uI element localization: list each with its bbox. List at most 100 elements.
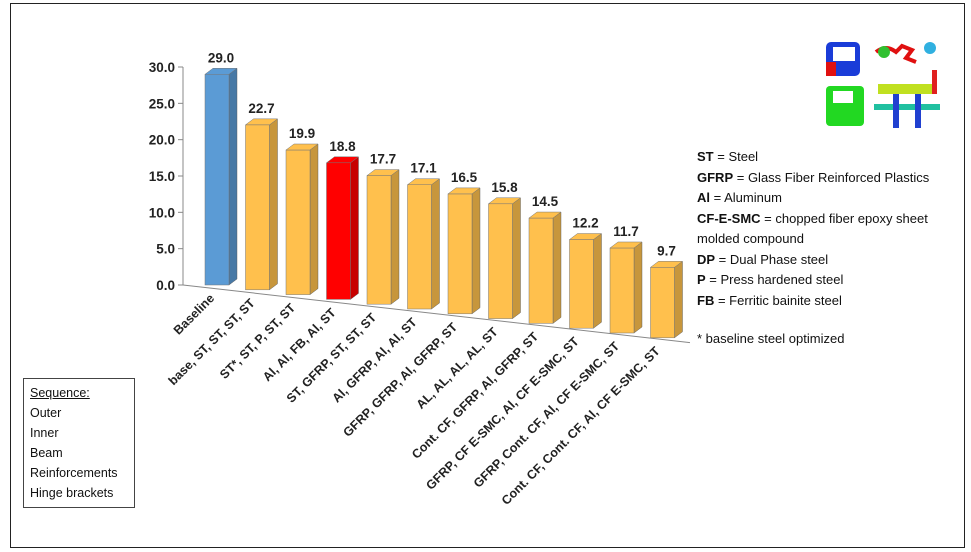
bar-top (487, 197, 522, 205)
bar (488, 203, 513, 319)
value-label: 9.7 (657, 243, 676, 258)
sequence-title: Sequence: (30, 386, 90, 400)
y-tick-label: 25.0 (149, 96, 175, 111)
value-label: 17.7 (370, 152, 396, 167)
bar (285, 149, 311, 295)
value-label: 29.0 (208, 50, 234, 65)
legend-meaning: = Dual Phase steel (715, 251, 829, 267)
bar-side-shade (593, 233, 602, 329)
bar-group (649, 260, 684, 339)
x-tick-label: Baseline (171, 291, 217, 337)
legend-abbr: ST (697, 149, 714, 164)
bar (407, 184, 432, 310)
x-tick-label: Al, GFRP, Al, Al, ST (329, 315, 419, 405)
bar-top (609, 241, 643, 249)
x-tick-label: Cont. CF, Cont. CF, Al, CF E-SMC, ST (499, 344, 663, 508)
legend-meaning: = Steel (713, 149, 759, 164)
bar-group (406, 178, 441, 310)
value-label: 12.2 (572, 216, 598, 231)
y-tick-label: 20.0 (149, 133, 175, 148)
sequence-item: Outer (30, 406, 62, 420)
value-label: 15.8 (491, 180, 518, 195)
bar-side-shade (512, 197, 521, 319)
y-tick-label: 0.0 (156, 278, 175, 293)
y-tick-label: 10.0 (149, 205, 175, 220)
value-label: 18.8 (329, 139, 356, 154)
part-icons (826, 42, 940, 128)
bar-side-shade (472, 187, 480, 314)
legend-meaning: = chopped fiber epoxy sheet molded compo… (697, 210, 928, 247)
bar-top (528, 211, 562, 219)
legend-meaning: = Press hardened steel (705, 272, 844, 287)
bar-top (244, 118, 279, 126)
bar (609, 247, 635, 334)
sequence-box: Sequence: Outer Inner Beam Reinforcements Hin… (23, 378, 135, 508)
bar (569, 239, 594, 329)
bar (366, 175, 392, 305)
bar-group (447, 187, 481, 315)
floor-line (182, 284, 691, 344)
value-label: 11.7 (613, 224, 639, 239)
legend-note: * baseline steel optimized (697, 331, 845, 346)
bar-side-shade (431, 178, 440, 309)
bar (326, 162, 351, 300)
legend-item: P = Press hardened steel (697, 270, 935, 291)
x-tick-label: base, ST, ST, ST, ST (166, 296, 258, 388)
bar-side-shade (391, 169, 399, 305)
y-tick-label: 5.0 (156, 242, 175, 257)
sequence-item: Hinge brackets (30, 486, 114, 500)
legend-item: Al = Aluminum (697, 188, 935, 209)
value-label: 17.1 (410, 161, 437, 176)
y-tick-label: 15.0 (149, 169, 175, 184)
legend-meaning: = Ferritic bainite steel (714, 292, 842, 308)
value-label: 14.5 (532, 194, 559, 209)
bar-top (649, 261, 684, 268)
x-tick-label: ST, GFRP, ST, ST, ST (284, 310, 379, 405)
legend-item: CF-E-SMC = chopped fiber epoxy sheet mol… (697, 209, 935, 250)
bar (447, 193, 473, 315)
bar-side-shade (229, 68, 237, 286)
sequence-item: Beam (30, 446, 63, 460)
bar-top (366, 169, 400, 176)
bar-group (325, 156, 360, 300)
legend-item: FB = Ferritic bainite steel (697, 291, 935, 312)
bar-group (568, 233, 603, 329)
legend-abbr: Al (697, 190, 710, 205)
bar (650, 267, 675, 339)
sequence-item: Reinforcements (30, 466, 118, 480)
legend: ST = Steel GFRP = Glass Fiber Reinforced … (697, 147, 935, 350)
bar-side-shade (350, 156, 359, 300)
bar-top (406, 178, 441, 185)
x-tick-label: ST*, ST, P, ST, ST (217, 301, 298, 382)
legend-abbr: FB (697, 292, 715, 308)
bar-side-shade (269, 118, 278, 290)
bar-group (204, 67, 238, 286)
frame (10, 3, 965, 548)
bar-side-shade (310, 143, 318, 295)
bar-top (204, 68, 238, 75)
legend-abbr: GFRP (697, 169, 734, 185)
legend-item: ST = Steel (697, 147, 935, 168)
x-tick-label: AL, AL, AL, AL, ST (414, 325, 501, 412)
bar (528, 217, 554, 324)
legend-item: DP = Dual Phase steel (697, 250, 935, 271)
legend-item: GFRP = Glass Fiber Reinforced Plastics (697, 168, 935, 189)
bar-group (244, 118, 279, 291)
bar-group (609, 241, 643, 334)
value-label: 19.9 (289, 126, 315, 141)
bar-top (325, 156, 360, 164)
legend-abbr: CF-E-SMC (697, 210, 761, 226)
bar-group (528, 211, 562, 324)
legend-abbr: DP (697, 251, 716, 267)
y-tick-label: 30.0 (149, 60, 175, 75)
bar-group (487, 197, 522, 320)
sequence-item: Inner (30, 426, 59, 440)
bar-side-shade (674, 261, 683, 338)
bar-top (568, 233, 603, 240)
bar (204, 74, 230, 286)
bar-group (366, 169, 400, 305)
legend-abbr: P (697, 272, 706, 287)
bar (245, 124, 270, 291)
